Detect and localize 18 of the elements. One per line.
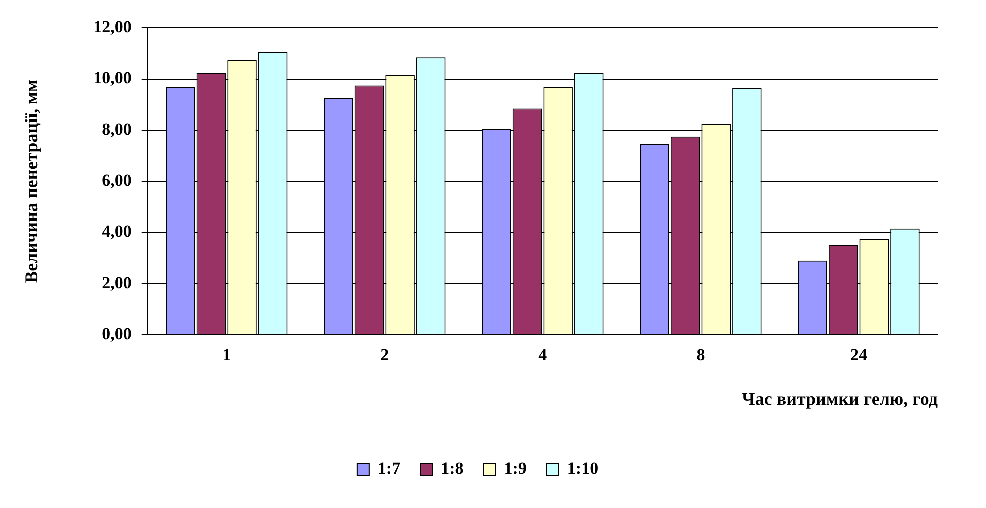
- y-tick-label: 12,00: [94, 18, 132, 37]
- y-tick-label: 0,00: [102, 324, 132, 344]
- y-tick-label: 8,00: [102, 120, 132, 139]
- x-tick-label: 4: [538, 346, 548, 365]
- y-tick-label: 4,00: [102, 222, 132, 242]
- y-axis-title: Величина пенетрації, мм: [21, 80, 42, 284]
- y-tick-label: 6,00: [102, 170, 132, 190]
- x-tick-label: 24: [850, 346, 868, 365]
- y-tick-label: 2,00: [102, 273, 132, 292]
- y-tick-label: 10,00: [94, 68, 132, 88]
- x-tick-label: 1: [222, 346, 232, 365]
- legend-label: 1:10: [567, 458, 599, 478]
- legend-label: 1:8: [441, 458, 464, 478]
- legend-label: 1:7: [378, 458, 402, 478]
- x-tick-label: 2: [380, 346, 390, 365]
- x-axis-title: Час витримки гелю, год: [742, 388, 938, 409]
- x-tick-label: 8: [696, 346, 706, 365]
- legend-label: 1:9: [504, 458, 527, 478]
